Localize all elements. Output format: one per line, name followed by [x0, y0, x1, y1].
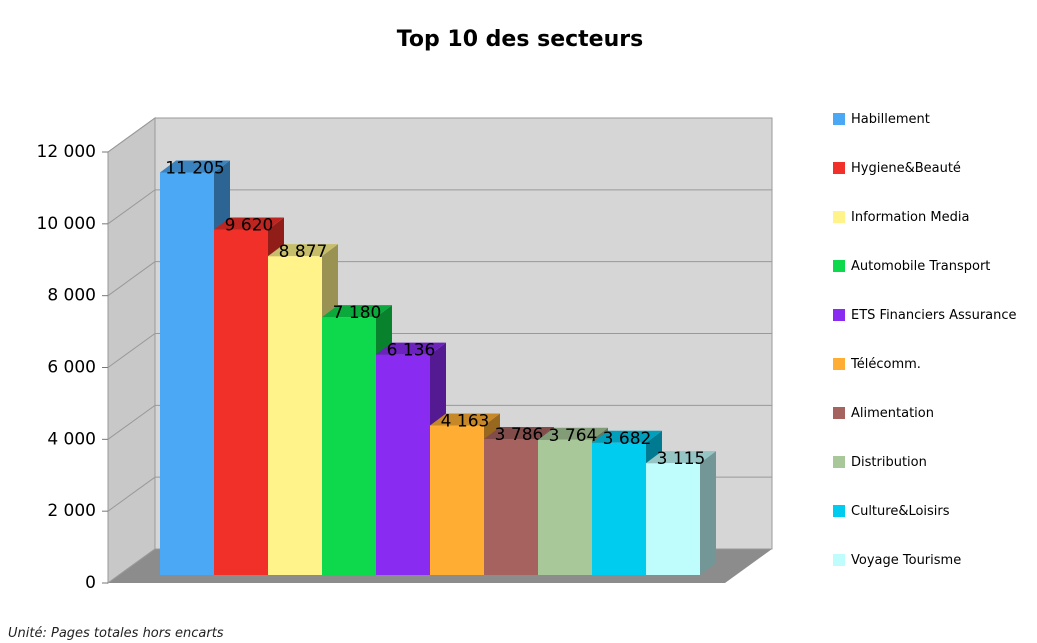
legend-label: Habillement	[851, 112, 930, 127]
y-tick-label: 6 000	[47, 358, 96, 378]
legend-item: Automobile Transport	[833, 259, 1031, 274]
value-label: 8 877	[279, 242, 328, 262]
legend-item: Alimentation	[833, 406, 1031, 421]
legend-item: Hygiene&Beauté	[833, 161, 1031, 176]
legend-item: Télécomm.	[833, 357, 1031, 372]
bar-top	[268, 244, 338, 257]
y-tick-label: 8 000	[47, 286, 96, 306]
legend-label: Information Media	[851, 210, 970, 225]
value-label: 11 205	[165, 159, 224, 179]
legend-item: Distribution	[833, 455, 1031, 470]
legend-swatch	[833, 554, 845, 566]
legend-swatch	[833, 113, 845, 125]
bar-top	[160, 160, 230, 173]
bar-top	[538, 427, 608, 440]
y-tick-label: 0	[85, 573, 96, 593]
legend-swatch	[833, 407, 845, 419]
y-tick-label: 2 000	[47, 501, 96, 521]
bar-top	[592, 430, 662, 443]
value-label: 3 682	[603, 429, 652, 449]
value-label: 4 163	[441, 411, 490, 431]
value-label: 7 180	[333, 303, 382, 323]
legend-label: Hygiene&Beauté	[851, 161, 961, 176]
legend-item: Culture&Loisirs	[833, 504, 1031, 519]
legend-item: Information Media	[833, 210, 1031, 225]
bar-top	[484, 427, 554, 440]
bar-top	[430, 413, 500, 426]
bar-top	[214, 217, 284, 230]
grid-line	[107, 333, 772, 368]
legend-swatch	[833, 456, 845, 468]
legend-swatch	[833, 358, 845, 370]
legend-swatch	[833, 211, 845, 223]
grid-line	[107, 404, 772, 440]
y-tick-label: 12 000	[37, 142, 96, 162]
bar-top	[322, 305, 392, 318]
bar-front	[484, 439, 538, 575]
legend-label: Voyage Tourisme	[851, 553, 962, 568]
grid-line	[107, 117, 772, 153]
legend-label: Alimentation	[851, 406, 934, 421]
legend-label: ETS Financiers Assurance	[851, 308, 1017, 323]
value-label: 6 136	[387, 341, 436, 361]
legend-item: Habillement	[833, 112, 1031, 127]
bar-top	[376, 342, 446, 355]
bar-front	[268, 256, 322, 575]
bar-front	[376, 354, 430, 575]
bar-front	[160, 172, 214, 575]
legend-swatch	[833, 260, 845, 272]
legend-label: Télécomm.	[851, 357, 921, 372]
legend-swatch	[833, 309, 845, 321]
value-label: 3 115	[657, 449, 706, 469]
legend-label: Distribution	[851, 455, 927, 470]
grid-line	[107, 261, 772, 297]
grid-line	[107, 189, 772, 225]
bar-front	[592, 442, 646, 575]
bar-top	[646, 451, 716, 464]
value-label: 3 764	[549, 426, 598, 446]
y-tick-label: 10 000	[37, 214, 96, 234]
legend-item: Voyage Tourisme	[833, 553, 1031, 568]
y-tick-label: 4 000	[47, 429, 96, 449]
footnote: Unité: Pages totales hors encarts	[8, 626, 224, 641]
legend-label: Automobile Transport	[851, 259, 991, 274]
legend-label: Culture&Loisirs	[851, 504, 950, 519]
bar-front	[646, 463, 700, 575]
value-label: 3 786	[495, 425, 544, 445]
bar-front	[322, 317, 376, 575]
value-label: 9 620	[225, 215, 274, 235]
bar	[646, 451, 716, 575]
legend-swatch	[833, 505, 845, 517]
chart-title: Top 10 des secteurs	[397, 27, 643, 52]
bar-side	[700, 451, 716, 575]
bar-front	[430, 425, 484, 575]
bar-front	[214, 229, 268, 575]
bar-front	[538, 439, 592, 575]
legend-swatch	[833, 162, 845, 174]
legend-item: ETS Financiers Assurance	[833, 308, 1031, 323]
